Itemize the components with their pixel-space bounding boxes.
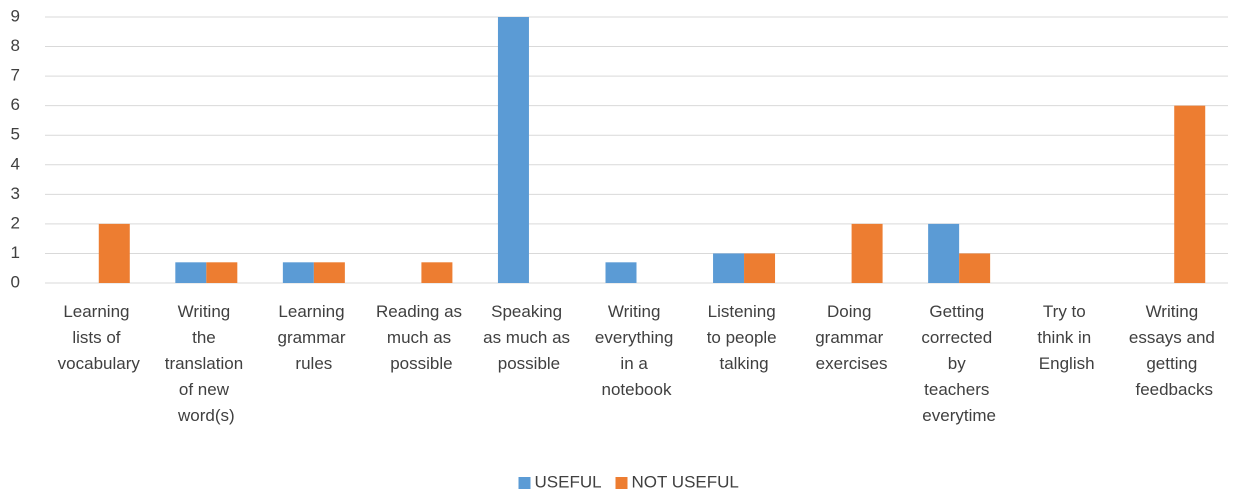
- x-tick-label: Writing essays and getting feedbacks: [1129, 302, 1220, 399]
- x-tick-label: Reading as much as possible: [376, 302, 467, 373]
- x-tick-label: Listening to people talking: [707, 302, 782, 373]
- x-tick-label: Getting corrected by teachers everytime: [921, 302, 997, 425]
- bar: [282, 262, 314, 283]
- x-tick-label: Writing everything in a notebook: [595, 302, 678, 399]
- x-tick-label: Writing the translation of new word(s): [165, 302, 248, 425]
- bar: [1174, 105, 1206, 284]
- y-tick-label: 1: [11, 243, 20, 262]
- legend-label: USEFUL: [535, 472, 602, 491]
- bar: [206, 262, 238, 283]
- x-tick-label: Doing grammar exercises: [815, 302, 888, 373]
- bar: [421, 262, 453, 283]
- bar: [928, 223, 960, 283]
- y-tick-label: 5: [11, 125, 20, 144]
- y-tick-label: 9: [11, 6, 20, 25]
- y-tick-label: 2: [11, 213, 20, 232]
- bar: [713, 253, 745, 283]
- x-tick-label: Learning grammar rules: [277, 302, 350, 373]
- y-tick-label: 0: [11, 272, 20, 291]
- x-tick-label: Try to think in English: [1037, 302, 1096, 373]
- bar: [605, 262, 637, 283]
- y-tick-label: 7: [11, 66, 20, 85]
- y-tick-label: 8: [11, 36, 20, 55]
- y-tick-label: 6: [11, 95, 20, 114]
- y-tick-label: 3: [11, 184, 20, 203]
- bar: [744, 253, 776, 283]
- bar: [851, 223, 883, 283]
- y-tick-label: 4: [11, 154, 20, 173]
- x-tick-label: Learning lists of vocabulary: [58, 302, 141, 373]
- legend-label: NOT USEFUL: [632, 472, 739, 491]
- bar: [175, 262, 207, 283]
- legend-swatch: [518, 477, 531, 489]
- bar: [497, 17, 529, 283]
- legend-swatch: [615, 477, 628, 489]
- bar: [959, 253, 991, 283]
- bar: [313, 262, 345, 283]
- x-tick-label: Speaking as much as possible: [483, 302, 575, 373]
- bar: [98, 223, 130, 283]
